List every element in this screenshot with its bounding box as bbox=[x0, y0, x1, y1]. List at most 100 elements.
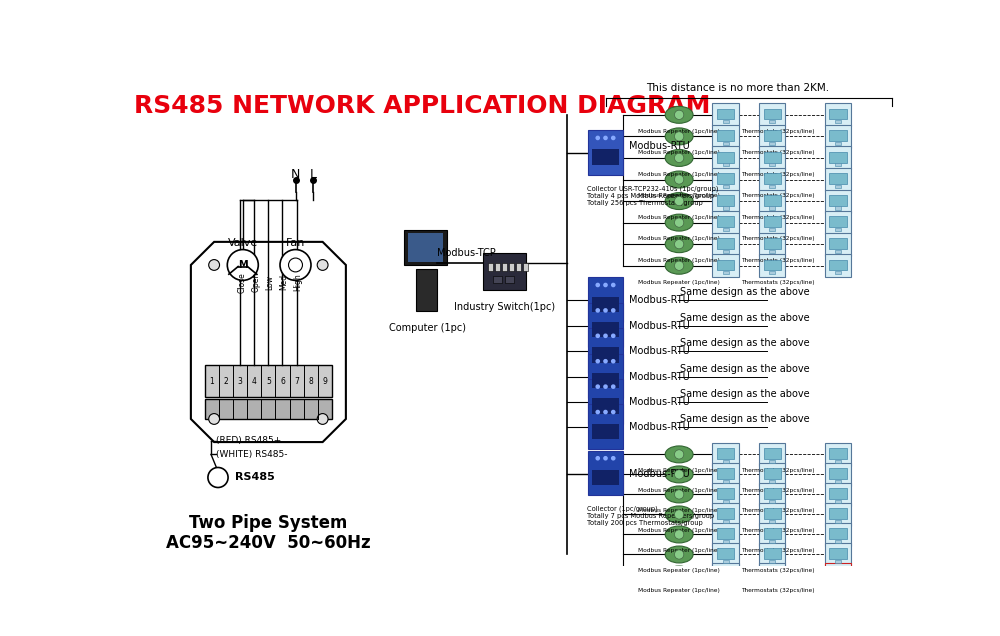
Text: Thermostats (32pcs/line): Thermostats (32pcs/line) bbox=[741, 128, 815, 134]
Circle shape bbox=[595, 282, 600, 287]
Text: Thermostats (32pcs/line): Thermostats (32pcs/line) bbox=[741, 548, 815, 553]
Bar bbox=[825, 463, 851, 486]
Text: Valve: Valve bbox=[228, 238, 258, 249]
Bar bbox=[829, 569, 847, 579]
Text: Thermostats (32pcs/line): Thermostats (32pcs/line) bbox=[741, 488, 815, 494]
Circle shape bbox=[674, 450, 684, 459]
Circle shape bbox=[603, 410, 608, 414]
Text: N: N bbox=[291, 168, 300, 181]
Text: Modbus-RTU: Modbus-RTU bbox=[629, 141, 690, 151]
Bar bbox=[588, 130, 623, 175]
Text: 1: 1 bbox=[210, 377, 214, 386]
Bar bbox=[717, 259, 734, 270]
Bar bbox=[835, 163, 841, 167]
Bar bbox=[764, 130, 781, 141]
Bar bbox=[764, 448, 781, 459]
Text: Thermostats (32pcs/line): Thermostats (32pcs/line) bbox=[741, 215, 815, 220]
Text: Thermostats (32pcs/line): Thermostats (32pcs/line) bbox=[741, 172, 815, 177]
Bar bbox=[825, 103, 851, 127]
Bar bbox=[825, 563, 851, 586]
Bar bbox=[723, 480, 729, 483]
Bar bbox=[592, 398, 619, 413]
Bar bbox=[523, 263, 528, 271]
Text: Modbus-RTU: Modbus-RTU bbox=[629, 371, 690, 382]
Bar bbox=[769, 560, 775, 563]
Text: Modbus-RTU: Modbus-RTU bbox=[629, 397, 690, 407]
Bar bbox=[588, 303, 623, 347]
Bar bbox=[717, 468, 734, 479]
Bar bbox=[483, 253, 526, 291]
Bar bbox=[835, 207, 841, 209]
Text: Modbus Repeater (1pc/line): Modbus Repeater (1pc/line) bbox=[638, 258, 720, 263]
Bar bbox=[769, 580, 775, 583]
Bar bbox=[829, 238, 847, 249]
Bar bbox=[723, 520, 729, 523]
Bar bbox=[205, 365, 332, 398]
Text: Thermostats (32pcs/line): Thermostats (32pcs/line) bbox=[741, 193, 815, 198]
Text: Thermostats (32pcs/line): Thermostats (32pcs/line) bbox=[741, 468, 815, 473]
Bar bbox=[835, 185, 841, 188]
Bar bbox=[493, 276, 502, 284]
Bar bbox=[829, 174, 847, 184]
Bar bbox=[592, 424, 619, 439]
Text: Modbus Repeater (1pc/line): Modbus Repeater (1pc/line) bbox=[638, 569, 720, 573]
Bar bbox=[829, 195, 847, 205]
Bar bbox=[408, 233, 443, 262]
Bar bbox=[588, 354, 623, 398]
Bar bbox=[717, 508, 734, 519]
Bar bbox=[759, 483, 785, 506]
Text: Thermostats (32pcs/line): Thermostats (32pcs/line) bbox=[741, 529, 815, 534]
Bar bbox=[825, 523, 851, 546]
Bar bbox=[764, 216, 781, 227]
Bar bbox=[712, 483, 739, 506]
Bar bbox=[712, 190, 739, 212]
Bar bbox=[825, 443, 851, 466]
Polygon shape bbox=[191, 242, 346, 442]
Circle shape bbox=[317, 259, 328, 270]
Bar bbox=[835, 520, 841, 523]
Bar bbox=[835, 580, 841, 583]
Bar bbox=[764, 152, 781, 163]
Circle shape bbox=[595, 456, 600, 460]
Circle shape bbox=[603, 384, 608, 389]
Text: Same design as the above: Same design as the above bbox=[680, 338, 810, 348]
Ellipse shape bbox=[665, 193, 693, 209]
Bar bbox=[759, 125, 785, 148]
Bar bbox=[723, 249, 729, 252]
Bar bbox=[769, 163, 775, 167]
Text: Med: Med bbox=[280, 274, 289, 291]
Bar bbox=[825, 190, 851, 212]
Text: 7: 7 bbox=[294, 377, 299, 386]
Bar bbox=[717, 195, 734, 205]
Bar bbox=[723, 142, 729, 145]
Text: Thermostats (32pcs/line): Thermostats (32pcs/line) bbox=[741, 280, 815, 284]
Bar bbox=[712, 168, 739, 191]
Circle shape bbox=[611, 359, 616, 364]
Bar bbox=[829, 468, 847, 479]
Text: Same design as the above: Same design as the above bbox=[680, 364, 810, 373]
Text: High: High bbox=[294, 273, 303, 291]
Bar bbox=[769, 480, 775, 483]
Bar bbox=[717, 569, 734, 579]
Bar bbox=[835, 120, 841, 123]
Ellipse shape bbox=[665, 486, 693, 503]
Bar bbox=[835, 249, 841, 252]
Circle shape bbox=[674, 490, 684, 499]
Bar bbox=[712, 233, 739, 256]
Bar bbox=[769, 540, 775, 543]
Bar bbox=[769, 142, 775, 145]
Ellipse shape bbox=[665, 546, 693, 563]
Text: Modbus-TCP: Modbus-TCP bbox=[437, 248, 495, 258]
Circle shape bbox=[674, 510, 684, 519]
Ellipse shape bbox=[665, 171, 693, 188]
Text: 2: 2 bbox=[224, 377, 228, 386]
Bar bbox=[769, 120, 775, 123]
Circle shape bbox=[674, 132, 684, 141]
Bar bbox=[717, 529, 734, 539]
Text: 9: 9 bbox=[322, 377, 327, 386]
Bar bbox=[588, 328, 623, 373]
Text: 3: 3 bbox=[238, 377, 243, 386]
Bar bbox=[769, 207, 775, 209]
Circle shape bbox=[603, 282, 608, 287]
Bar bbox=[764, 259, 781, 270]
